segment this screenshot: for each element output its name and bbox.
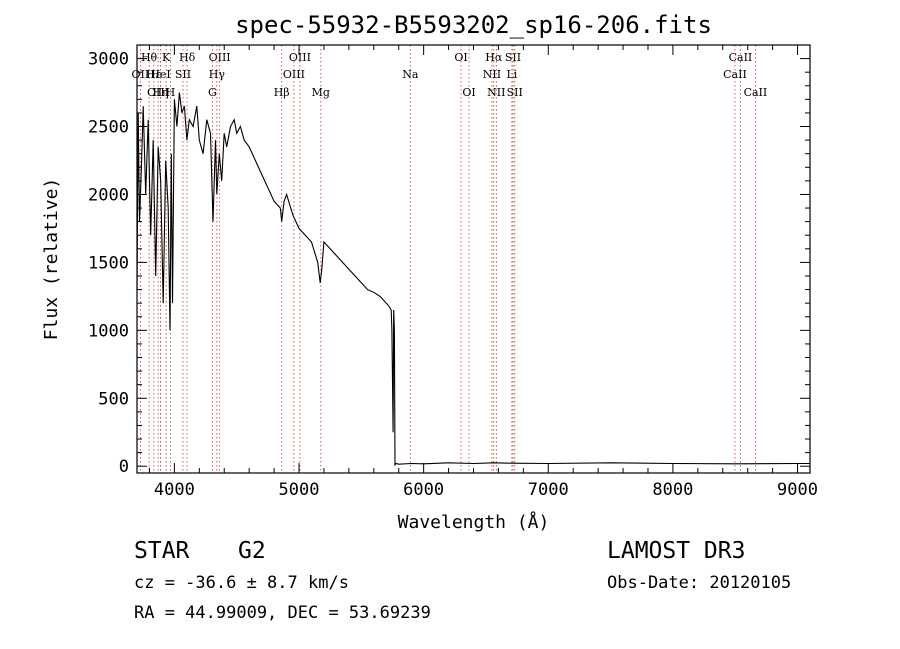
line-marker-label-10: OIII <box>209 51 231 64</box>
redshift-readout: cz = -36.6 ± 8.7 km/s <box>134 573 349 593</box>
line-marker-label-18: OI <box>454 51 467 64</box>
line-marker-label-22: SII <box>505 51 521 64</box>
line-marker-label-7: H <box>166 86 176 99</box>
line-marker-label-25: SII <box>507 86 523 99</box>
x-tick-label-2: 6000 <box>403 480 444 500</box>
object-class: STAR <box>134 538 190 564</box>
line-marker-label-1: OII <box>132 68 150 81</box>
line-marker-label-16: Mg <box>312 86 330 99</box>
survey-name: LAMOST DR3 <box>607 538 746 564</box>
y-tick-label-1: 500 <box>98 389 129 409</box>
obs-date: Obs-Date: 20120105 <box>607 573 792 593</box>
x-tick-label-1: 5000 <box>279 480 320 500</box>
line-marker-label-17: Na <box>402 68 419 81</box>
y-axis-label: Flux (relative) <box>41 178 62 341</box>
line-marker-label-24: NII <box>487 86 505 99</box>
object-subclass: G2 <box>238 538 266 564</box>
line-marker-label-13: Hβ <box>274 86 290 99</box>
line-marker-label-23: Li <box>506 68 517 81</box>
x-tick-label-5: 9000 <box>777 480 818 500</box>
line-marker-label-8: SII <box>175 68 191 81</box>
line-marker-label-3: OIII <box>147 86 169 99</box>
line-marker-label-28: CaII <box>744 86 768 99</box>
x-tick-label-0: 4000 <box>154 480 195 500</box>
line-marker-label-6: HeI <box>150 68 170 81</box>
line-marker-label-21: NII <box>483 68 501 81</box>
line-marker-label-19: OI <box>462 86 475 99</box>
plot-frame <box>136 44 811 474</box>
y-tick-label-3: 1500 <box>88 253 129 273</box>
y-tick-label-4: 2000 <box>88 185 129 205</box>
line-marker-label-4: Hη <box>152 86 168 99</box>
y-tick-label-5: 2500 <box>88 118 129 138</box>
line-marker-label-11: Hγ <box>209 68 226 81</box>
chart-title: spec-55932-B5593202_sp16-206.fits <box>235 11 712 39</box>
line-marker-label-0: Hθ <box>141 51 158 64</box>
x-tick-label-3: 7000 <box>528 480 569 500</box>
line-marker-label-9: Hδ <box>179 51 196 64</box>
line-marker-label-5: K <box>162 51 171 64</box>
x-axis-label: Wavelength (Å) <box>398 511 550 533</box>
coordinates: RA = 44.99009, DEC = 53.69239 <box>134 603 431 623</box>
line-marker-label-12: G <box>208 86 217 99</box>
x-tick-label-4: 8000 <box>652 480 693 500</box>
y-tick-label-6: 3000 <box>88 50 129 70</box>
line-marker-label-26: CaII <box>729 51 753 64</box>
y-tick-label-0: 0 <box>119 457 129 477</box>
line-marker-label-20: Hα <box>485 51 503 64</box>
y-tick-label-2: 1000 <box>88 321 129 341</box>
spectrum-line <box>136 92 810 467</box>
line-marker-label-14: OIII <box>289 51 311 64</box>
line-marker-label-27: CaII <box>723 68 747 81</box>
line-marker-label-15: OIII <box>283 68 305 81</box>
